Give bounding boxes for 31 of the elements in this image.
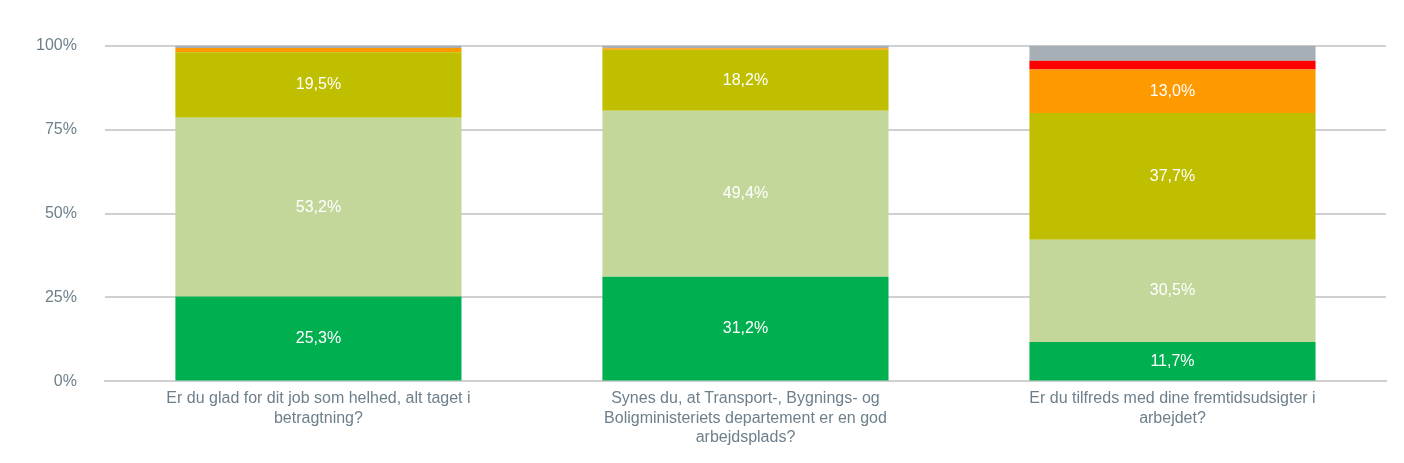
data-label: 19,5% bbox=[295, 75, 342, 93]
bar bbox=[175, 296, 462, 381]
bar bbox=[175, 117, 462, 297]
x-tick-label: Er du glad for dit job som helhed, alt taget i betragtning? bbox=[166, 389, 471, 426]
x-tick-label: Er du tilfreds med dine fremtidsudsigter i arbejdet? bbox=[1029, 389, 1316, 426]
y-tick-label: 75% bbox=[44, 119, 77, 137]
bar bbox=[175, 52, 462, 118]
data-label: 18,2% bbox=[722, 70, 769, 88]
data-label: 53,2% bbox=[295, 197, 342, 215]
bar bbox=[1029, 239, 1316, 343]
bar bbox=[602, 276, 889, 381]
data-label: 30,5% bbox=[1149, 281, 1196, 299]
y-tick-label: 0% bbox=[53, 371, 77, 389]
data-label: 31,2% bbox=[722, 318, 769, 336]
data-label: 25,3% bbox=[295, 328, 342, 346]
data-label: 37,7% bbox=[1149, 166, 1196, 184]
data-label: 49,4% bbox=[722, 184, 769, 202]
bar bbox=[602, 49, 889, 111]
bar bbox=[1029, 60, 1316, 70]
bar bbox=[175, 47, 462, 53]
bar bbox=[602, 110, 889, 277]
y-tick-label: 100% bbox=[36, 36, 77, 54]
data-label: 13,0% bbox=[1149, 81, 1196, 99]
bar bbox=[1029, 342, 1316, 381]
x-tick-label: Synes du, at Transport-, Bygnings- og Boligministeriets departement er en god arbejdsplads? bbox=[604, 389, 887, 445]
y-tick-label: 50% bbox=[44, 203, 77, 221]
bar bbox=[1029, 113, 1316, 240]
y-tick-label: 25% bbox=[44, 287, 77, 305]
data-label: 11,7% bbox=[1150, 351, 1195, 369]
bar bbox=[1029, 69, 1316, 114]
bar bbox=[1029, 45, 1316, 61]
